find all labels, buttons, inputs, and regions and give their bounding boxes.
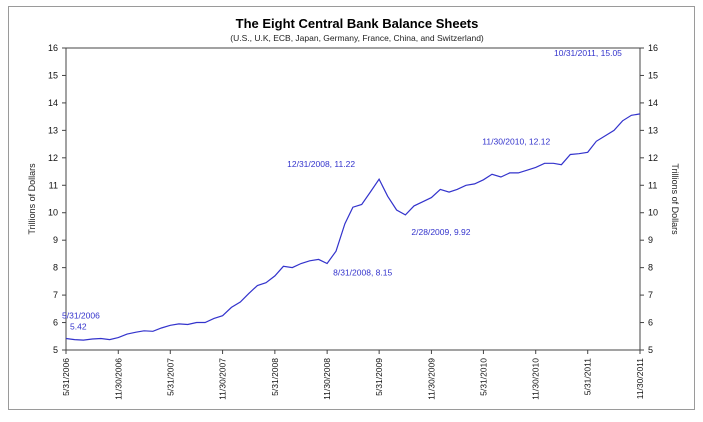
chart-frame: [8, 6, 695, 410]
y-tick-label-right: 5: [648, 345, 653, 355]
y-ticks-right: 5 6 7 8 9 10 11 12 13 14 15 16: [640, 43, 658, 355]
annotation-label: 5/31/2006 5.42: [62, 310, 100, 331]
y-tick-label-right: 14: [648, 98, 658, 108]
x-tick-label: 5/31/2006: [61, 358, 71, 396]
series-line: [65, 113, 641, 341]
chart-subtitle: (U.S., U.K, ECB, Japan, Germany, France,…: [230, 33, 484, 43]
annotation-line: 10/31/2011, 15.05: [554, 48, 622, 58]
y-tick-label-left: 12: [48, 153, 58, 163]
annotation-label: 2/28/2009, 9.92: [411, 227, 470, 237]
y-tick-label-left: 6: [53, 318, 58, 328]
annotation-line: 5/31/2006: [62, 310, 100, 320]
y-tick-label-left: 10: [48, 208, 58, 218]
y-axis-label-right: Trillions of Dollars: [670, 163, 680, 235]
y-axis-label-left: Trillions of Dollars: [27, 163, 37, 235]
chart-title: The Eight Central Bank Balance Sheets: [236, 16, 479, 31]
x-tick-label: 5/31/2008: [270, 358, 280, 396]
series-group: [65, 113, 641, 341]
annotation-line: 8/31/2008, 8.15: [333, 268, 392, 278]
y-ticks-left: 5 6 7 8 9 10 11 12 13 14 15 16: [48, 43, 66, 355]
annotation-line: 12/31/2008, 11.22: [287, 159, 355, 169]
y-tick-label-right: 12: [648, 153, 658, 163]
annotation-label: 8/31/2008, 8.15: [333, 268, 392, 278]
annotation-line: 5.42: [70, 321, 87, 331]
annotation-label: 12/31/2008, 11.22: [287, 159, 355, 169]
y-tick-label-left: 7: [53, 290, 58, 300]
x-tick-label: 11/30/2010: [531, 358, 541, 400]
y-tick-label-left: 9: [53, 235, 58, 245]
plot-area: [65, 47, 641, 351]
x-ticks: 5/31/2006 11/30/2006 5/31/2007 11/30/2007 5/…: [61, 350, 645, 400]
annotations-group: 5/31/2006 5.42 12/31/2008, 11.22 8/31/2008,…: [62, 48, 622, 331]
y-tick-label-left: 13: [48, 125, 58, 135]
annotation-line: 2/28/2009, 9.92: [411, 227, 470, 237]
y-tick-label-right: 8: [648, 263, 653, 273]
x-tick-label: 5/31/2009: [374, 358, 384, 396]
x-tick-label: 11/30/2009: [426, 358, 436, 400]
y-tick-label-left: 11: [49, 180, 58, 190]
x-tick-label: 11/30/2007: [218, 358, 228, 400]
annotation-line: 11/30/2010, 12.12: [482, 137, 550, 147]
y-tick-label-right: 16: [648, 43, 658, 53]
y-tick-label-right: 7: [648, 290, 653, 300]
x-tick-label: 11/30/2008: [322, 358, 332, 400]
y-tick-label-right: 15: [648, 70, 658, 80]
y-tick-label-left: 8: [53, 263, 58, 273]
y-tick-label-left: 16: [48, 43, 58, 53]
annotation-label: 10/31/2011, 15.05: [554, 48, 622, 58]
x-tick-label: 5/31/2010: [478, 358, 488, 396]
y-tick-label-left: 15: [48, 70, 58, 80]
y-tick-label-right: 10: [648, 208, 658, 218]
y-tick-label-left: 14: [48, 98, 58, 108]
annotation-label: 11/30/2010, 12.12: [482, 137, 550, 147]
x-tick-label: 11/30/2011: [635, 358, 645, 400]
x-tick-label: 5/31/2011: [583, 358, 593, 395]
y-tick-label-right: 11: [648, 180, 657, 190]
y-tick-label-left: 5: [53, 345, 58, 355]
x-tick-label: 5/31/2007: [165, 358, 175, 396]
y-tick-label-right: 13: [648, 125, 658, 135]
y-tick-label-right: 9: [648, 235, 653, 245]
x-tick-label: 11/30/2006: [113, 358, 123, 400]
y-tick-label-right: 6: [648, 318, 653, 328]
